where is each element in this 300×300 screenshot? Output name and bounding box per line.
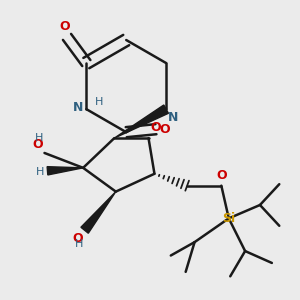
- Text: O: O: [32, 139, 43, 152]
- Text: Si: Si: [222, 212, 235, 225]
- Text: O: O: [59, 20, 70, 33]
- Polygon shape: [114, 105, 168, 138]
- Text: O: O: [160, 123, 170, 136]
- Text: H: H: [34, 133, 43, 142]
- Text: H: H: [36, 167, 44, 177]
- Text: O: O: [73, 232, 83, 245]
- Text: N: N: [73, 101, 83, 114]
- Text: O: O: [216, 169, 226, 182]
- Text: H: H: [95, 97, 103, 107]
- Text: O: O: [150, 121, 160, 134]
- Polygon shape: [81, 192, 116, 233]
- Text: H: H: [75, 239, 83, 249]
- Polygon shape: [47, 167, 83, 175]
- Text: N: N: [168, 111, 178, 124]
